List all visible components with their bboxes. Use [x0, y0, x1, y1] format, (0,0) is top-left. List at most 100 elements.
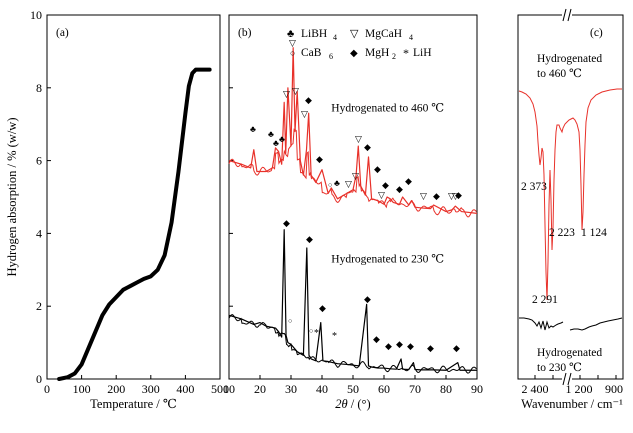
panel-c-x-tick-900: 900	[605, 382, 623, 396]
diamond-icon: ◆	[283, 218, 290, 228]
diamond-icon: ◆	[407, 341, 414, 351]
open-circle-icon: ○	[328, 181, 332, 189]
open-triangle-icon: ▽	[345, 179, 352, 189]
clubs-icon: ♣	[250, 124, 256, 134]
panel-c-x-tick-marks	[534, 375, 617, 379]
panel-b-230C-noise	[228, 314, 477, 374]
clubs-icon: ♣	[334, 178, 340, 188]
panel-a-x-ticks: 0 100 200 300 400 500	[44, 375, 229, 396]
panel-a-y-tick-label: 8	[36, 81, 42, 95]
open-circle-icon: ○	[288, 317, 292, 325]
open-triangle-icon: ▽	[452, 191, 459, 201]
spectrum-noise	[228, 314, 477, 374]
panel-b-x-tick-label: 10	[223, 382, 235, 396]
panel-c-x-axis-label: Wavenumber / cm⁻¹	[521, 397, 623, 411]
panel-b-230C-peak-markers: ◆ ◆ ◆ ◆ ◆ ◆ ◆ ◆ ◆ ◆ ○ ○ * *	[283, 218, 460, 353]
panel-a: 0 100 200 300 400 500 0 2 4 6 8 10 (a) Temperature…	[5, 8, 229, 411]
panel-c-peak-label-1124: 1 124	[581, 227, 607, 239]
panel-c-ir-230C-spectrum-left	[519, 317, 564, 331]
diamond-icon: ◆	[364, 294, 371, 304]
panel-b-legend: ♣ LiBH 4 ▽ MgCaH 4 ○ CaB 6 ◆ MgH 2 * LiH	[287, 28, 432, 61]
clubs-icon: ♣	[287, 28, 294, 40]
panel-a-y-tick-label: 0	[36, 372, 42, 386]
clubs-icon: ♣	[268, 129, 274, 139]
diamond-icon: ◆	[316, 154, 323, 164]
panel-c-label: (c)	[590, 27, 603, 39]
panel-b-x-tick-label: 50	[347, 382, 359, 396]
panel-b-460C-noise	[228, 128, 477, 218]
panel-a-y-ticks: 0 2 4 6 8 10	[30, 8, 51, 386]
diamond-icon: ◆	[453, 343, 460, 353]
legend-item-libh4: ♣ LiBH 4	[287, 28, 337, 42]
panel-c-annotation-460C-line1: Hydrogenated	[537, 53, 602, 65]
panel-c-annotation-230C-line2: to 230 ℃	[537, 362, 582, 374]
panel-b-xrd-230C-pattern	[228, 229, 477, 371]
panel-c-peak-label-2223: 2 223	[549, 227, 575, 239]
panel-a-y-tick-label: 4	[36, 226, 42, 240]
panel-b-label: (b)	[238, 27, 252, 39]
asterisk-icon: *	[403, 46, 409, 60]
open-triangle-icon: ▽	[301, 109, 308, 119]
panel-c-ir-460C-spectrum	[518, 88, 622, 301]
diamond-icon: ◆	[350, 48, 358, 59]
legend-label-mgcah4: MgCaH	[365, 28, 402, 40]
open-triangle-icon: ▽	[289, 38, 296, 48]
panel-b-x-tick-label: 90	[471, 382, 483, 396]
panel-b-x-tick-label: 80	[440, 382, 452, 396]
panel-a-frame	[46, 14, 221, 380]
diamond-icon: ◆	[455, 190, 462, 200]
panel-a-y-tick-label: 6	[36, 154, 42, 168]
legend-label-mgh2: MgH	[365, 47, 389, 59]
legend-label-lih: LiH	[413, 47, 432, 59]
legend-label-cab6: CaB	[301, 47, 322, 59]
legend-item-mgh2: ◆ MgH 2	[350, 47, 396, 61]
panel-a-y-tick-label: 10	[30, 8, 42, 22]
panel-c-ir-230C-spectrum-right	[569, 317, 623, 331]
clubs-icon: ♣	[273, 138, 279, 148]
legend-sub-mgcah4: 4	[409, 33, 413, 42]
legend-sub-mgh2: 2	[392, 52, 396, 61]
panel-a-absorption-curve	[57, 67, 212, 381]
panel-a-y-axis-label: Hydrogen absorption / % (w/w)	[5, 118, 19, 277]
legend-sub-libh4: 4	[333, 33, 337, 42]
panel-a-x-tick-label: 200	[107, 382, 125, 396]
axis-break-top	[562, 8, 572, 22]
open-triangle-icon: ▽	[355, 134, 362, 144]
panel-b-x-tick-label: 20	[254, 382, 266, 396]
panel-b-y-ticks	[229, 14, 233, 380]
axis-break-bottom	[562, 372, 572, 386]
asterisk-icon: *	[314, 328, 319, 339]
panel-c-annotation-460C-line2: to 460 ℃	[537, 68, 582, 80]
panel-a-x-tick-label: 0	[44, 382, 50, 396]
diamond-icon: ◆	[373, 334, 380, 344]
diamond-icon: ◆	[306, 234, 313, 244]
panel-a-x-axis-label: Temperature / ℃	[90, 397, 177, 411]
panel-a-x-tick-label: 400	[176, 382, 194, 396]
open-triangle-icon: ▽	[283, 89, 290, 99]
panel-b: 10 20 30 40 50 60 70 80 90 (b) ♣ LiBH 4 ▽ MgCaH …	[223, 14, 483, 411]
panel-a-x-tick-label: 300	[142, 382, 160, 396]
diamond-icon: ◆	[319, 303, 326, 313]
open-triangle-icon: ▽	[352, 171, 359, 181]
asterisk-icon: *	[332, 331, 337, 342]
legend-sub-cab6: 6	[329, 52, 333, 61]
diamond-icon: ◆	[382, 180, 389, 190]
legend-item-cab6: ○ CaB 6	[290, 47, 333, 61]
spectrum-noise	[228, 128, 477, 218]
diamond-icon: ◆	[433, 191, 440, 201]
open-circle-icon: ○	[290, 48, 295, 58]
diamond-icon: ◆	[396, 339, 403, 349]
panel-b-x-axis-symbol: 2θ	[335, 397, 347, 411]
diamond-icon: ◆	[364, 142, 371, 152]
open-circle-icon: ○	[309, 327, 313, 335]
panel-a-x-tick-label: 500	[211, 382, 229, 396]
panel-b-annotation-460C: Hydrogenated to 460 ℃	[331, 102, 444, 114]
diamond-icon: ◆	[405, 176, 412, 186]
open-triangle-icon: ▽	[350, 28, 359, 40]
panel-a-label: (a)	[56, 27, 69, 39]
open-triangle-icon: ▽	[448, 191, 455, 201]
panel-b-x-ticks: 10 20 30 40 50 60 70 80 90	[223, 375, 483, 396]
panel-b-xrd-460C-pattern	[228, 47, 478, 214]
panel-b-x-axis-label: 2θ / (°)	[335, 397, 370, 411]
